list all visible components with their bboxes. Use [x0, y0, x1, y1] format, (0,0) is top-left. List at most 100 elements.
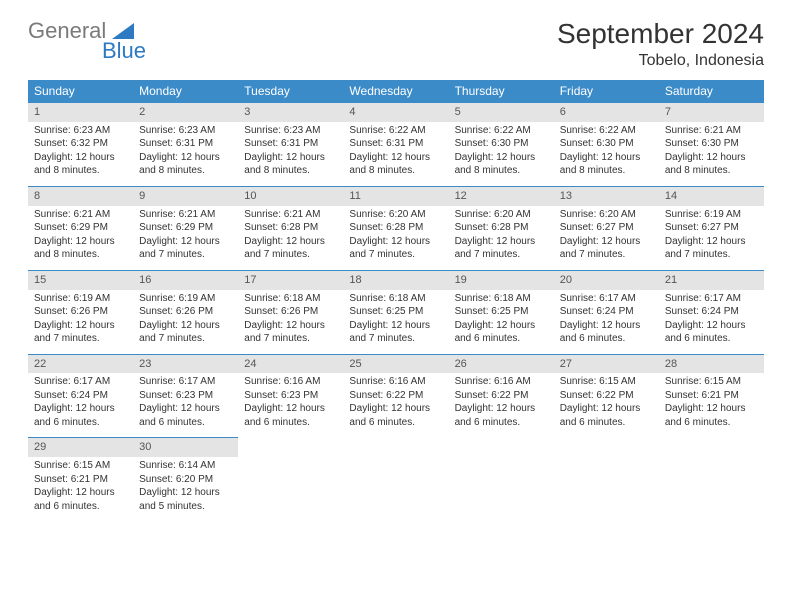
- sunset-text: Sunset: 6:30 PM: [665, 137, 758, 151]
- day-content: Sunrise: 6:18 AMSunset: 6:26 PMDaylight:…: [238, 290, 343, 354]
- daylight-text: and 7 minutes.: [244, 332, 337, 346]
- day-number: 13: [554, 187, 659, 206]
- day-content: Sunrise: 6:14 AMSunset: 6:20 PMDaylight:…: [133, 457, 238, 521]
- daylight-text: and 5 minutes.: [139, 500, 232, 514]
- calendar-cell: 30Sunrise: 6:14 AMSunset: 6:20 PMDayligh…: [133, 438, 238, 521]
- day-header-row: Sunday Monday Tuesday Wednesday Thursday…: [28, 80, 764, 103]
- day-header: Friday: [554, 80, 659, 103]
- sunset-text: Sunset: 6:22 PM: [455, 389, 548, 403]
- sunset-text: Sunset: 6:29 PM: [34, 221, 127, 235]
- daylight-text: Daylight: 12 hours: [560, 151, 653, 165]
- calendar-cell: 18Sunrise: 6:18 AMSunset: 6:25 PMDayligh…: [343, 270, 448, 354]
- day-header: Tuesday: [238, 80, 343, 103]
- calendar-cell: ..: [554, 438, 659, 521]
- sunrise-text: Sunrise: 6:16 AM: [244, 375, 337, 389]
- sunrise-text: Sunrise: 6:23 AM: [139, 124, 232, 138]
- sunset-text: Sunset: 6:21 PM: [34, 473, 127, 487]
- day-content: Sunrise: 6:18 AMSunset: 6:25 PMDaylight:…: [449, 290, 554, 354]
- daylight-text: and 8 minutes.: [349, 164, 442, 178]
- sunset-text: Sunset: 6:27 PM: [665, 221, 758, 235]
- day-number: 12: [449, 187, 554, 206]
- sunrise-text: Sunrise: 6:20 AM: [455, 208, 548, 222]
- sunset-text: Sunset: 6:30 PM: [455, 137, 548, 151]
- day-content: Sunrise: 6:23 AMSunset: 6:32 PMDaylight:…: [28, 122, 133, 186]
- day-content: Sunrise: 6:22 AMSunset: 6:30 PMDaylight:…: [449, 122, 554, 186]
- daylight-text: Daylight: 12 hours: [560, 235, 653, 249]
- day-number: 2: [133, 103, 238, 122]
- day-number: 7: [659, 103, 764, 122]
- day-content: Sunrise: 6:23 AMSunset: 6:31 PMDaylight:…: [133, 122, 238, 186]
- day-number: 26: [449, 355, 554, 374]
- sunset-text: Sunset: 6:31 PM: [244, 137, 337, 151]
- daylight-text: and 8 minutes.: [665, 164, 758, 178]
- calendar-cell: 17Sunrise: 6:18 AMSunset: 6:26 PMDayligh…: [238, 270, 343, 354]
- daylight-text: and 7 minutes.: [560, 248, 653, 262]
- sunrise-text: Sunrise: 6:18 AM: [349, 292, 442, 306]
- sunrise-text: Sunrise: 6:16 AM: [455, 375, 548, 389]
- title-block: September 2024 Tobelo, Indonesia: [557, 18, 764, 70]
- sunrise-text: Sunrise: 6:21 AM: [34, 208, 127, 222]
- sunset-text: Sunset: 6:26 PM: [139, 305, 232, 319]
- daylight-text: Daylight: 12 hours: [560, 402, 653, 416]
- day-number: 9: [133, 187, 238, 206]
- calendar-cell: 10Sunrise: 6:21 AMSunset: 6:28 PMDayligh…: [238, 186, 343, 270]
- sunset-text: Sunset: 6:28 PM: [455, 221, 548, 235]
- calendar-cell: 26Sunrise: 6:16 AMSunset: 6:22 PMDayligh…: [449, 354, 554, 438]
- calendar-cell: ..: [343, 438, 448, 521]
- calendar-row: 22Sunrise: 6:17 AMSunset: 6:24 PMDayligh…: [28, 354, 764, 438]
- day-number: 23: [133, 355, 238, 374]
- calendar-cell: 15Sunrise: 6:19 AMSunset: 6:26 PMDayligh…: [28, 270, 133, 354]
- daylight-text: and 8 minutes.: [455, 164, 548, 178]
- daylight-text: and 6 minutes.: [139, 416, 232, 430]
- daylight-text: Daylight: 12 hours: [665, 235, 758, 249]
- daylight-text: and 6 minutes.: [34, 416, 127, 430]
- day-header: Monday: [133, 80, 238, 103]
- day-content: Sunrise: 6:16 AMSunset: 6:22 PMDaylight:…: [449, 373, 554, 437]
- calendar-cell: 14Sunrise: 6:19 AMSunset: 6:27 PMDayligh…: [659, 186, 764, 270]
- daylight-text: Daylight: 12 hours: [455, 151, 548, 165]
- header: General Blue September 2024 Tobelo, Indo…: [28, 18, 764, 70]
- daylight-text: and 6 minutes.: [560, 332, 653, 346]
- day-number: 19: [449, 271, 554, 290]
- calendar-row: 29Sunrise: 6:15 AMSunset: 6:21 PMDayligh…: [28, 438, 764, 521]
- daylight-text: and 6 minutes.: [349, 416, 442, 430]
- day-number: 17: [238, 271, 343, 290]
- daylight-text: Daylight: 12 hours: [455, 319, 548, 333]
- logo-text-general: General: [28, 18, 106, 44]
- day-content: Sunrise: 6:19 AMSunset: 6:26 PMDaylight:…: [28, 290, 133, 354]
- day-number: 30: [133, 438, 238, 457]
- logo: General Blue: [28, 18, 134, 44]
- sunrise-text: Sunrise: 6:16 AM: [349, 375, 442, 389]
- day-content: Sunrise: 6:20 AMSunset: 6:27 PMDaylight:…: [554, 206, 659, 270]
- sunset-text: Sunset: 6:24 PM: [34, 389, 127, 403]
- daylight-text: and 7 minutes.: [349, 248, 442, 262]
- day-content: Sunrise: 6:18 AMSunset: 6:25 PMDaylight:…: [343, 290, 448, 354]
- day-content: Sunrise: 6:23 AMSunset: 6:31 PMDaylight:…: [238, 122, 343, 186]
- sunrise-text: Sunrise: 6:17 AM: [34, 375, 127, 389]
- calendar-cell: 16Sunrise: 6:19 AMSunset: 6:26 PMDayligh…: [133, 270, 238, 354]
- day-content: Sunrise: 6:15 AMSunset: 6:21 PMDaylight:…: [659, 373, 764, 437]
- sunset-text: Sunset: 6:25 PM: [349, 305, 442, 319]
- calendar-cell: 29Sunrise: 6:15 AMSunset: 6:21 PMDayligh…: [28, 438, 133, 521]
- daylight-text: Daylight: 12 hours: [665, 151, 758, 165]
- sunset-text: Sunset: 6:22 PM: [349, 389, 442, 403]
- daylight-text: and 7 minutes.: [139, 248, 232, 262]
- sunrise-text: Sunrise: 6:20 AM: [349, 208, 442, 222]
- calendar-row: 15Sunrise: 6:19 AMSunset: 6:26 PMDayligh…: [28, 270, 764, 354]
- day-header: Thursday: [449, 80, 554, 103]
- calendar-cell: 23Sunrise: 6:17 AMSunset: 6:23 PMDayligh…: [133, 354, 238, 438]
- sunrise-text: Sunrise: 6:19 AM: [34, 292, 127, 306]
- sunrise-text: Sunrise: 6:18 AM: [455, 292, 548, 306]
- sunset-text: Sunset: 6:31 PM: [349, 137, 442, 151]
- day-content: Sunrise: 6:19 AMSunset: 6:27 PMDaylight:…: [659, 206, 764, 270]
- day-content: Sunrise: 6:17 AMSunset: 6:23 PMDaylight:…: [133, 373, 238, 437]
- sunset-text: Sunset: 6:23 PM: [244, 389, 337, 403]
- month-title: September 2024: [557, 18, 764, 50]
- daylight-text: Daylight: 12 hours: [244, 319, 337, 333]
- sunrise-text: Sunrise: 6:23 AM: [34, 124, 127, 138]
- daylight-text: and 7 minutes.: [455, 248, 548, 262]
- day-header: Wednesday: [343, 80, 448, 103]
- daylight-text: Daylight: 12 hours: [349, 151, 442, 165]
- day-number: 6: [554, 103, 659, 122]
- sunrise-text: Sunrise: 6:15 AM: [34, 459, 127, 473]
